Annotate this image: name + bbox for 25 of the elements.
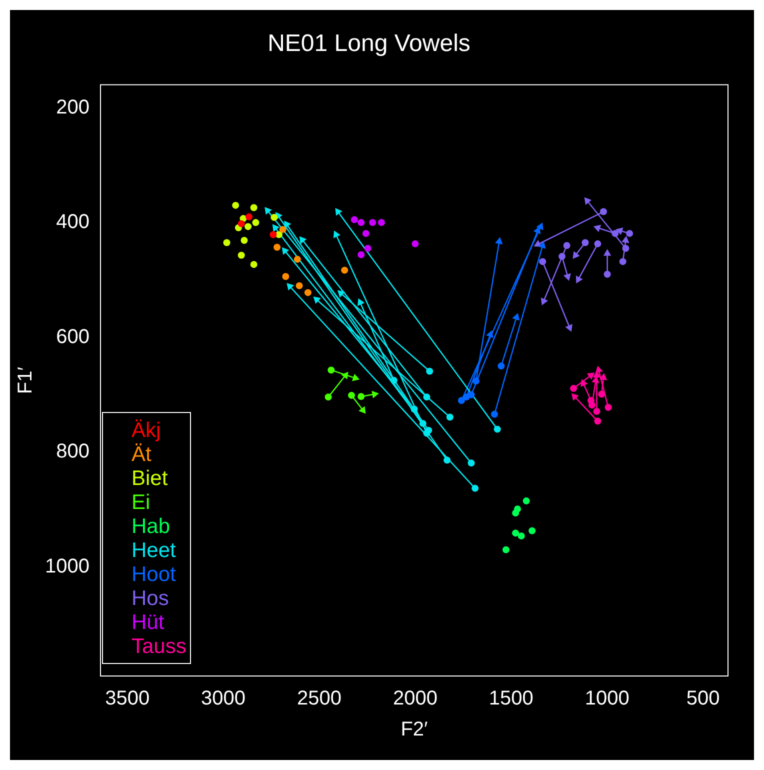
x-tick-label: 2000 <box>392 688 438 710</box>
text: Biet <box>131 467 169 491</box>
y-tick-label: 800 <box>56 440 90 463</box>
text: Hos <box>131 587 170 611</box>
x-tick-label: 3500 <box>105 688 150 710</box>
text: Ät <box>131 443 152 467</box>
text: Hüt <box>131 611 166 635</box>
y-axis-title: F1′ <box>14 366 37 394</box>
text: Heet <box>131 539 177 563</box>
x-tick-label: 1000 <box>584 688 630 710</box>
y-tick-label: 400 <box>56 211 90 234</box>
x-tick-label: 3000 <box>201 688 246 710</box>
y-tick-label: 600 <box>56 326 90 348</box>
text: Tauss <box>131 635 186 659</box>
text: Hoot <box>131 563 177 587</box>
text: Hab <box>131 515 172 539</box>
y-tick-label: 200 <box>56 96 90 118</box>
x-tick-label: 2500 <box>297 688 342 710</box>
x-tick-label: 1500 <box>488 688 534 710</box>
y-tick-label: 1000 <box>44 555 90 578</box>
text: Ei <box>131 491 152 515</box>
x-tick-label: 500 <box>686 688 720 710</box>
chart-title: NE01 Long Vowels <box>268 30 470 58</box>
x-axis-title: F2′ <box>400 718 428 741</box>
text: Äkj <box>131 419 162 443</box>
